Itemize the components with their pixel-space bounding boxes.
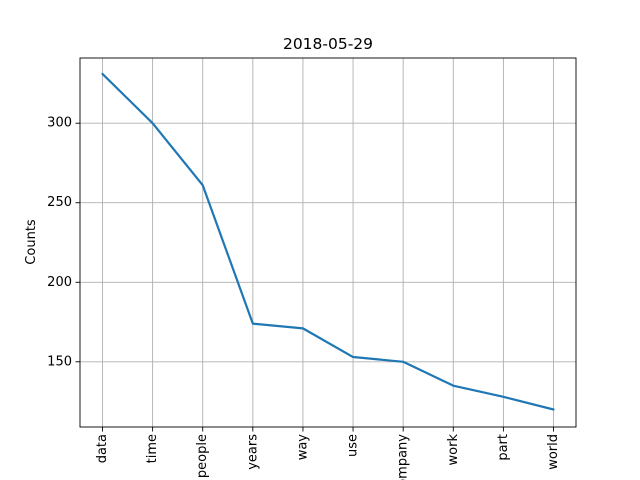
x-axis: data time people years way use company work part… [95,427,561,480]
y-tick-label: 300 [47,116,72,131]
x-tick-label: world [546,434,561,470]
x-tick-label: use [346,434,361,457]
y-tick-label: 150 [47,354,72,369]
chart-title: 2018-05-29 [283,35,373,53]
grid-layer [80,58,576,427]
x-tick-label: data [95,434,110,463]
x-tick-label: work [446,434,461,466]
x-tick-label: way [295,434,310,461]
y-tick-label: 250 [47,195,72,210]
x-tick-label: time [145,434,160,463]
series-layer [101,72,555,411]
series-line [101,72,555,411]
x-tick-label: years [245,434,260,470]
x-tick-label: part [496,434,511,461]
y-axis-label: Counts [24,219,39,265]
plot-frame [79,57,577,428]
y-tick-label: 200 [47,275,72,290]
x-tick-label: company [396,434,411,480]
x-tick-label: people [195,434,210,478]
y-axis: 150 200 250 300 [47,116,80,369]
